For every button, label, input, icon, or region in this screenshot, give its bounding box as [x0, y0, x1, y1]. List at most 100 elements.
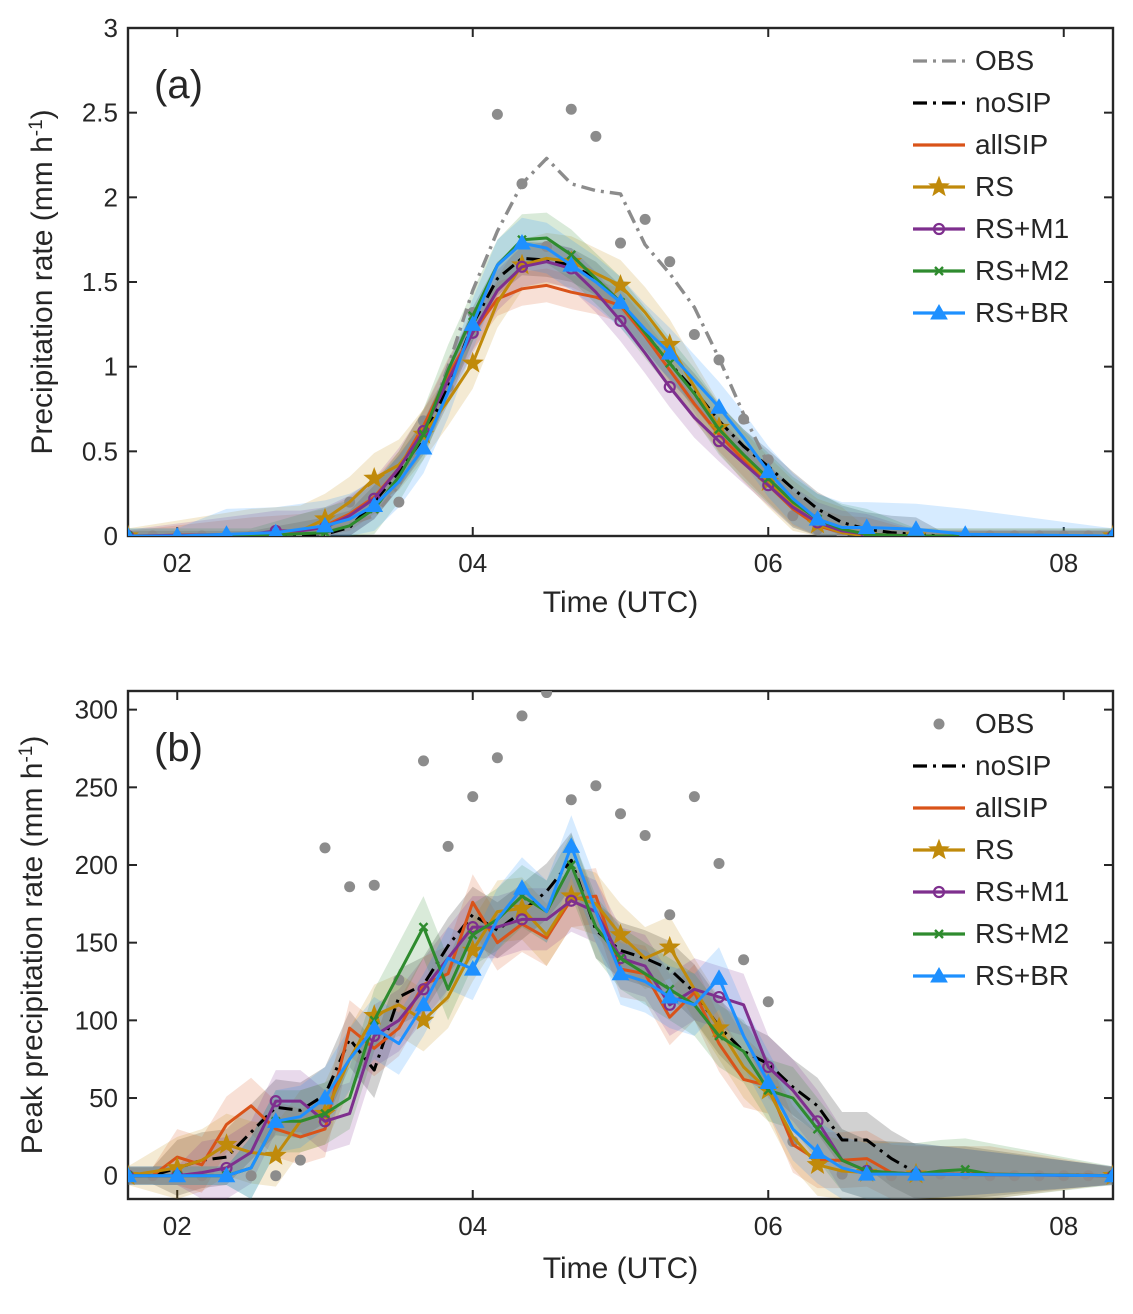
marker-rs-br	[365, 1019, 384, 1035]
marker-rs	[511, 253, 533, 275]
marker-rs	[215, 1133, 238, 1154]
legend-item-rs-br: RS+BR	[913, 297, 1069, 328]
marker-rs-br	[128, 1166, 137, 1183]
obs-point	[664, 256, 676, 268]
legend-item-rs: RS	[913, 171, 1014, 202]
marker-rs	[609, 273, 632, 295]
line-rs	[128, 894, 1113, 1178]
obs-point	[787, 510, 799, 522]
legend-label: allSIP	[975, 792, 1048, 823]
x-tick-label: 06	[754, 548, 783, 578]
marker-rs-br	[562, 837, 581, 853]
marker-rs-br	[759, 462, 778, 479]
legend: OBS noSIP allSIP RS RS+M1 RS+M2 RS+BR	[913, 45, 1069, 328]
marker-rs-br	[857, 518, 876, 535]
legend-marker	[928, 838, 950, 860]
y-tick-label: 50	[89, 1083, 118, 1113]
panel-label: (b)	[154, 726, 203, 770]
y-tick-label: 0	[104, 521, 118, 551]
marker-rs	[264, 1144, 287, 1165]
x-tick-label: 08	[1049, 1211, 1078, 1241]
legend-label: RS+M1	[975, 876, 1069, 907]
y-tick-label: 2.5	[82, 98, 118, 128]
panel-a: 02 04 06 08 0 0.5 1 1.5 2 2.5 3 Time (UTC) Precipita…	[26, 13, 1115, 619]
marker-rs	[806, 1153, 829, 1175]
marker-rs-br	[907, 1165, 925, 1181]
marker-rs	[609, 923, 632, 945]
marker-rs-br	[128, 526, 134, 536]
marker-rs-m1	[515, 913, 529, 926]
marker-rs-m1	[663, 380, 676, 394]
legend-item-nosip: noSIP	[913, 750, 1051, 781]
marker-rs-br	[168, 1166, 187, 1183]
obs-point	[541, 691, 553, 699]
legend-item-rs-br: RS+BR	[913, 960, 1069, 991]
y-tick-label: 150	[75, 928, 118, 958]
y-axis-label-close: )	[16, 736, 49, 746]
x-tick-label: 06	[754, 1211, 783, 1241]
obs-point	[516, 710, 528, 722]
obs-point	[294, 1154, 306, 1166]
legend-label: RS+BR	[975, 297, 1069, 328]
obs-point	[418, 755, 430, 767]
x-tick-label: 08	[1049, 548, 1078, 578]
obs-point	[393, 496, 405, 508]
obs-point	[491, 108, 503, 120]
marker-rs-m2	[812, 1124, 823, 1134]
line-rs-m2	[128, 863, 1113, 1178]
x-axis-label: Time (UTC)	[543, 1252, 699, 1285]
marker-rs-m2	[615, 953, 626, 964]
marker-rs-br	[710, 398, 728, 414]
obs-point	[590, 780, 602, 792]
legend-label: RS+M2	[975, 255, 1069, 286]
marker-rs-br	[857, 1165, 876, 1181]
panel-b: 02 04 06 08 0 50 100 150 200 250 300 Time (UTC) Peak…	[16, 689, 1115, 1285]
obs-point	[762, 996, 774, 1008]
marker-rs-br	[266, 1112, 285, 1128]
marker-rs-br	[710, 969, 728, 985]
y-tick-label: 100	[75, 1005, 118, 1035]
obs-point	[615, 237, 626, 249]
y-tick-label: 1	[104, 352, 118, 382]
marker-rs-br	[1107, 526, 1113, 536]
marker-rs-m2	[714, 1031, 724, 1041]
band-allsip	[128, 868, 1113, 1199]
marker-rs	[461, 351, 484, 373]
legend-label: RS	[975, 834, 1014, 865]
marker-rs-m2	[418, 429, 429, 440]
band-rs-m2	[128, 833, 1113, 1199]
obs-point	[270, 1170, 282, 1182]
legend-label: RS+M1	[975, 213, 1069, 244]
x-tick-label: 04	[458, 1211, 487, 1241]
y-tick-label: 300	[75, 695, 118, 725]
legend-item-allsip: allSIP	[913, 792, 1048, 823]
obs-point	[713, 857, 725, 869]
marker-rs-br	[316, 516, 334, 533]
obs-point	[615, 808, 626, 820]
obs-point	[565, 794, 577, 806]
obs-point	[688, 328, 700, 340]
marker-rs-m1	[318, 1115, 332, 1128]
marker-rs-m1	[712, 990, 726, 1004]
marker-rs-br	[513, 234, 531, 250]
series-rs-br	[128, 234, 1113, 536]
marker-rs-br	[907, 520, 925, 536]
marker-rs-br	[414, 995, 433, 1012]
y-tick-label: 1.5	[82, 267, 118, 297]
marker-rs-br	[1104, 1166, 1113, 1183]
legend-label: allSIP	[975, 129, 1048, 160]
marker-rs-m1	[515, 260, 529, 273]
y-tick-label: 0	[104, 1161, 118, 1191]
legend-item-obs: OBS	[933, 708, 1034, 739]
marker-rs-br	[217, 1166, 236, 1183]
legend-item-obs: OBS	[913, 45, 1034, 76]
marker-rs-br	[316, 1089, 334, 1105]
plot-area	[128, 103, 1113, 536]
marker-rs-br	[365, 496, 384, 513]
marker-rs-m1	[762, 1060, 775, 1074]
y-axis-label: Precipitation rate (mm h-1)	[26, 109, 60, 454]
plot-area	[128, 691, 1113, 1199]
obs-point	[368, 879, 380, 891]
band-rs	[128, 232, 1113, 536]
